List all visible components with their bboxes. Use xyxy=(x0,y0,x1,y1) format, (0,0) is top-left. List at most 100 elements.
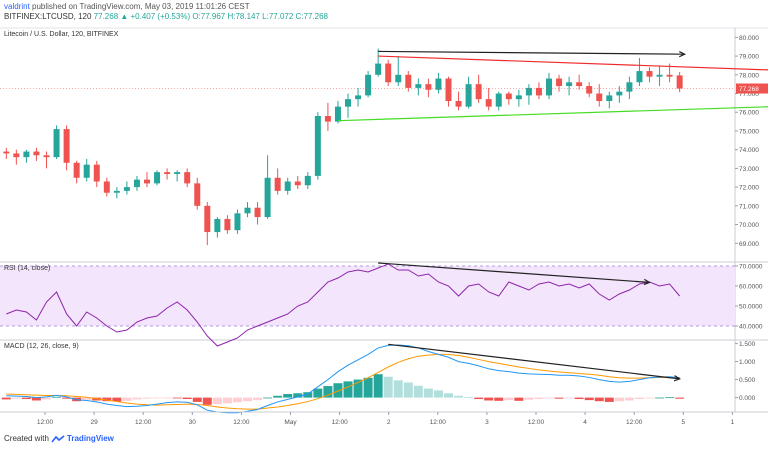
price-axis-tick-label: 69.000 xyxy=(739,241,759,248)
candle-body xyxy=(284,181,291,191)
macd-histogram-bar xyxy=(655,397,665,399)
candle-body xyxy=(63,129,70,163)
macd-histogram-bar xyxy=(634,397,644,400)
candle-body xyxy=(314,115,321,176)
macd-histogram-bar xyxy=(474,397,484,400)
macd-histogram-bar xyxy=(212,397,222,405)
macd-histogram-bar xyxy=(373,374,383,398)
candle-body xyxy=(666,74,673,77)
candle-body xyxy=(495,93,502,107)
candle-body xyxy=(415,84,422,88)
price-axis-tick-label: 72.000 xyxy=(739,185,759,192)
macd-histogram-bar xyxy=(323,386,333,398)
macd-histogram-bar xyxy=(594,397,604,402)
time-axis-tick-label: 12:00 xyxy=(37,419,54,426)
footer-brand[interactable]: TradingView xyxy=(66,434,114,443)
candle-body xyxy=(465,84,472,107)
candle-body xyxy=(133,179,140,188)
price-axis-tick-label: 76.000 xyxy=(739,110,759,117)
candle-body xyxy=(174,172,181,175)
macd-histogram-bar xyxy=(202,397,212,405)
author-name[interactable]: valdrint xyxy=(4,2,30,11)
candle-body xyxy=(224,218,231,231)
time-axis-tick-label: 12:00 xyxy=(135,419,152,426)
candle-body xyxy=(73,162,80,178)
rsi-panel-title: RSI (14, close) xyxy=(4,265,50,272)
candle-body xyxy=(525,87,532,96)
macd-histogram-bar xyxy=(42,397,51,400)
macd-histogram-bar xyxy=(544,397,554,399)
macd-histogram-bar xyxy=(11,397,21,399)
time-axis-tick-label: 12:00 xyxy=(430,419,447,426)
macd-histogram-bar xyxy=(192,397,202,402)
candle-body xyxy=(636,71,643,83)
candle-body xyxy=(656,74,663,77)
macd-histogram-bar xyxy=(504,397,514,401)
macd-histogram-bar xyxy=(152,397,162,399)
macd-histogram-bar xyxy=(122,397,132,401)
time-axis-tick-label: 29 xyxy=(90,419,98,426)
macd-histogram-bar xyxy=(162,397,172,399)
publish-info: valdrint published on TradingView.com, M… xyxy=(4,2,250,12)
macd-histogram-bar xyxy=(343,381,353,398)
price-axis-tick-label: 73.000 xyxy=(739,166,759,173)
candle-body xyxy=(13,153,20,158)
candle-body xyxy=(646,71,653,77)
macd-histogram-bar xyxy=(333,383,343,398)
candle-body xyxy=(274,177,281,191)
macd-histogram-bar xyxy=(383,376,393,398)
footer-created-label: Created with xyxy=(4,434,49,443)
candle-body xyxy=(214,218,221,233)
macd-histogram-bar xyxy=(313,388,323,398)
symbol-name: BITFINEX:LTCUSD, 120 xyxy=(4,12,92,21)
macd-histogram-bar xyxy=(62,397,72,399)
macd-histogram-bar xyxy=(253,397,263,401)
candle-body xyxy=(33,151,40,156)
macd-histogram-bar xyxy=(353,379,363,398)
macd-histogram-bar xyxy=(303,392,313,398)
macd-histogram-bar xyxy=(464,397,474,399)
price-trendline xyxy=(337,106,768,122)
candle-body xyxy=(596,93,603,102)
macd-histogram-bar xyxy=(172,397,182,399)
macd-histogram-bar xyxy=(21,397,31,400)
candle-body xyxy=(375,63,382,75)
macd-histogram-bar xyxy=(564,397,574,399)
time-axis-tick-label: 4 xyxy=(583,419,587,426)
macd-histogram-bar xyxy=(444,393,453,398)
price-axis-tick-label: 78.000 xyxy=(739,72,759,79)
candle-body xyxy=(244,207,251,214)
macd-trendline-arrowhead xyxy=(673,375,682,382)
candle-body xyxy=(83,164,90,178)
macd-histogram-bar xyxy=(52,396,62,398)
candle-body xyxy=(455,101,462,107)
candle-body xyxy=(556,78,563,87)
macd-axis-tick-label: 1.500 xyxy=(739,341,756,348)
price-trendline xyxy=(378,55,768,71)
candle-body xyxy=(53,129,60,158)
macd-trendline xyxy=(388,343,680,380)
candle-body xyxy=(334,106,341,122)
candle-body xyxy=(23,151,30,158)
macd-histogram-bar xyxy=(554,397,564,399)
macd-histogram-bar xyxy=(403,382,413,398)
macd-histogram-bar xyxy=(675,397,685,399)
price-axis-tick-label: 77.000 xyxy=(739,91,759,98)
last-price-tag xyxy=(736,83,768,94)
time-axis-tick-label: 3 xyxy=(485,419,489,426)
candle-body xyxy=(576,82,583,87)
macd-histogram-bar xyxy=(604,397,614,402)
macd-histogram-bar xyxy=(142,397,152,399)
macd-histogram-bar xyxy=(1,397,11,400)
time-axis-tick-label: 30 xyxy=(189,419,197,426)
macd-histogram-bar xyxy=(363,377,373,398)
candle-body xyxy=(475,84,482,100)
candle-body xyxy=(566,82,573,87)
candle-body xyxy=(324,115,331,122)
macd-histogram-bar xyxy=(614,397,624,402)
price-axis-tick-label: 74.000 xyxy=(739,147,759,154)
time-axis-tick-label: 5 xyxy=(681,419,685,426)
macd-histogram-bar xyxy=(514,397,524,401)
